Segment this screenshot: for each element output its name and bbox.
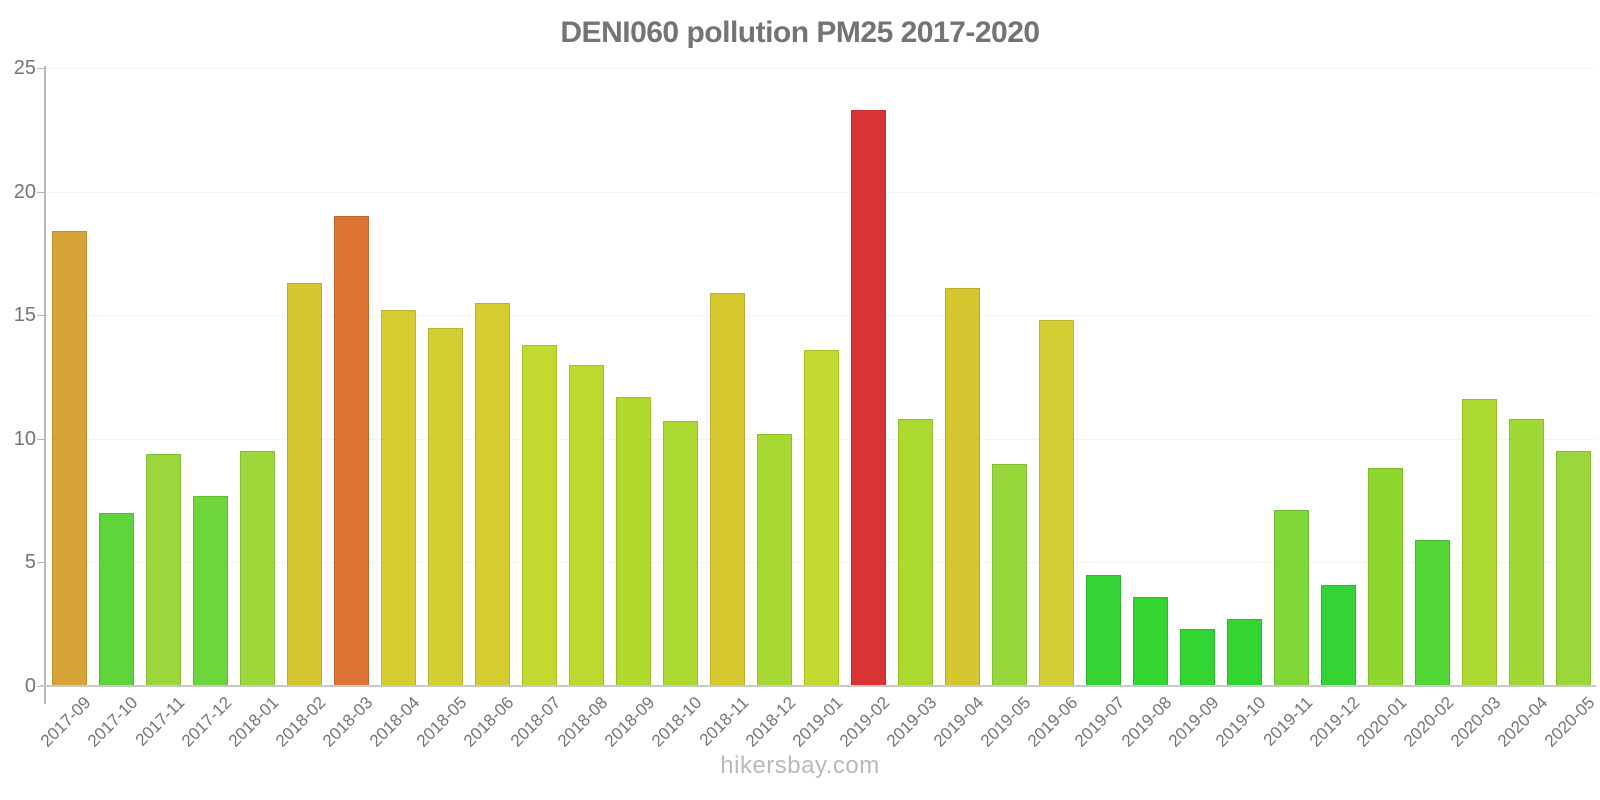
bar	[709, 293, 745, 686]
bar	[1414, 540, 1450, 686]
y-axis-line	[44, 66, 46, 704]
bar	[286, 283, 322, 686]
bar	[1038, 320, 1074, 686]
bar	[333, 216, 369, 686]
gridline	[46, 68, 1596, 69]
watermark-text: hikersbay.com	[720, 752, 880, 779]
bar	[1461, 399, 1497, 686]
chart-title: DENI060 pollution PM25 2017-2020	[560, 16, 1040, 49]
bar	[991, 464, 1027, 686]
bar	[192, 496, 228, 686]
bar	[944, 288, 980, 686]
bar	[239, 451, 275, 686]
y-axis-tick	[37, 315, 45, 317]
bar	[1179, 629, 1215, 686]
bar	[427, 328, 463, 686]
bar	[1555, 451, 1591, 686]
y-axis-tick-label: 25	[13, 57, 36, 79]
bar	[850, 110, 886, 686]
bar	[98, 513, 134, 686]
bar	[1132, 597, 1168, 686]
bar	[615, 397, 651, 686]
gridline	[46, 315, 1596, 317]
bar	[1367, 468, 1403, 686]
y-axis-tick-label: 0	[24, 675, 36, 697]
y-axis-tick	[37, 562, 45, 564]
bar	[756, 434, 792, 686]
bar	[1085, 575, 1121, 686]
bar	[1320, 585, 1356, 686]
bar	[803, 350, 839, 686]
gridline	[46, 191, 1596, 193]
bar	[1273, 510, 1309, 686]
y-axis-tick	[37, 68, 45, 69]
y-axis-tick-label: 20	[13, 180, 36, 203]
bar	[51, 231, 87, 686]
bar	[1508, 419, 1544, 686]
y-axis-tick-label: 5	[24, 551, 36, 574]
bar	[145, 454, 181, 686]
x-axis-line	[40, 685, 1596, 687]
bar	[662, 421, 698, 686]
y-axis-tick-label: 15	[13, 304, 36, 327]
bar	[521, 345, 557, 686]
y-axis-tick-label: 10	[13, 427, 36, 450]
bar	[897, 419, 933, 686]
bar	[568, 365, 604, 686]
y-axis-tick	[37, 438, 45, 440]
bar	[1226, 619, 1262, 686]
y-axis-tick	[37, 191, 45, 193]
bar	[380, 310, 416, 686]
bar	[474, 303, 510, 686]
